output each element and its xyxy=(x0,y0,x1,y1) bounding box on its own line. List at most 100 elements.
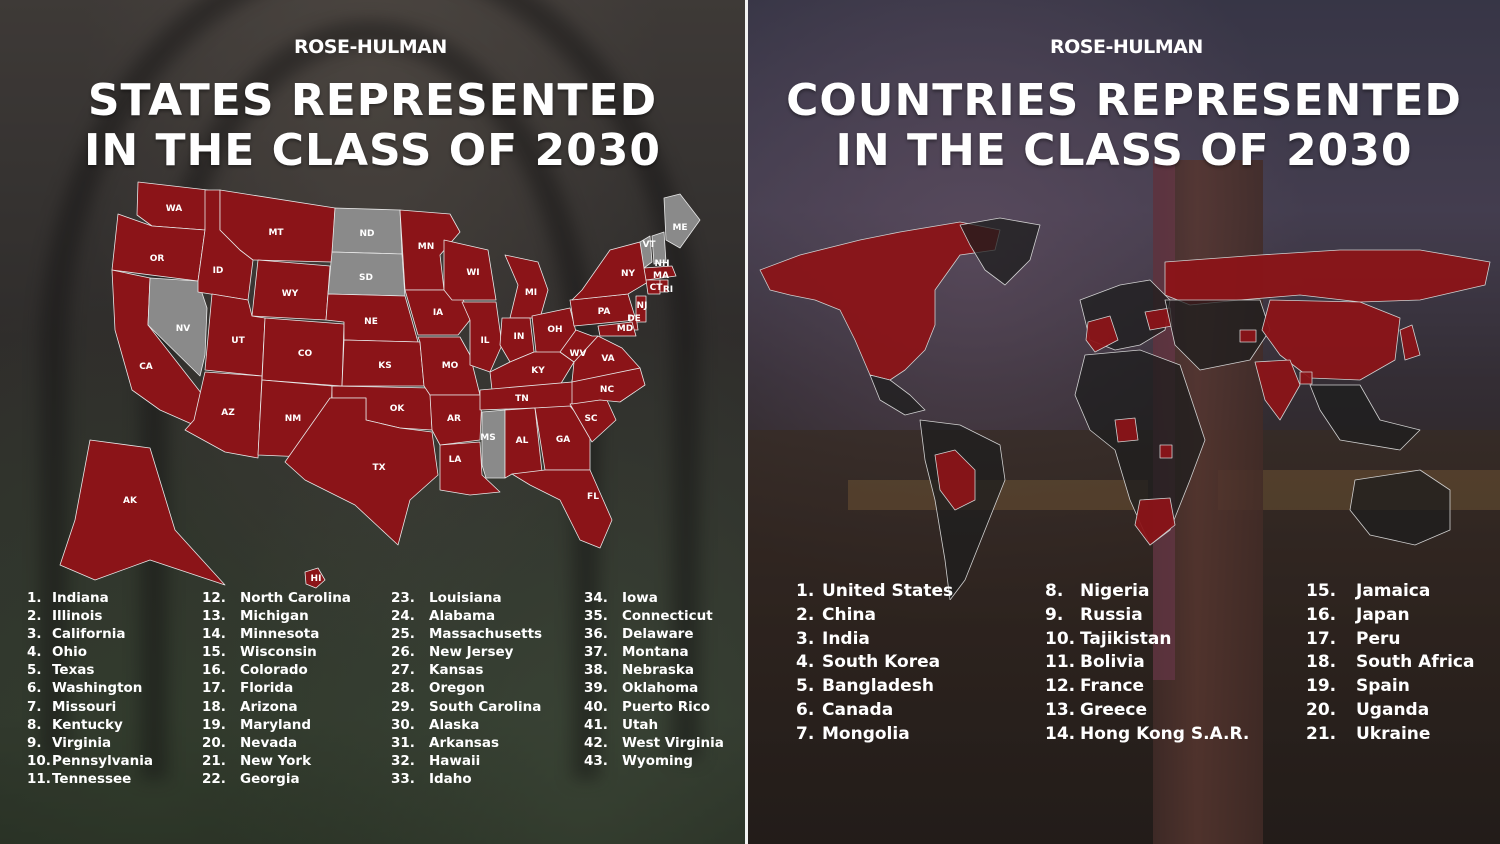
list-item-number: 17. xyxy=(202,680,226,697)
state-list-item: 10. Pennsylvania xyxy=(27,752,153,770)
list-item-number: 37. xyxy=(584,644,608,661)
state-list-item: 12. North Carolina xyxy=(202,589,351,607)
state-shape-la xyxy=(439,441,501,496)
state-list-item: 25. Massachusetts xyxy=(391,625,542,643)
state-list-item: 5. Texas xyxy=(27,661,153,679)
state-list-item: 18. Arizona xyxy=(202,698,351,716)
us-states-map: WA OR CA NV ID MT WY UT AZ CO NM ND SD NE KS OK TX MN IA MO… xyxy=(59,181,701,589)
state-label-hi: HI xyxy=(311,574,322,584)
country-list-item: 13. Greece xyxy=(1045,699,1249,723)
state-list-item: 37. Montana xyxy=(584,643,724,661)
state-label-ms: MS xyxy=(480,433,495,443)
title-line: COUNTRIES REPRESENTED xyxy=(786,75,1462,126)
list-item-number: 26. xyxy=(391,644,415,661)
list-item-label: Alaska xyxy=(429,716,480,733)
state-shape-ct xyxy=(645,279,661,295)
state-label-mi: MI xyxy=(525,288,537,298)
list-item-label: Delaware xyxy=(622,626,694,643)
list-item-number: 1. xyxy=(27,590,42,606)
country-list-item: 3. India xyxy=(796,628,953,652)
country-shape-se-asia xyxy=(1309,384,1421,451)
countries-panel: ROSE-HULMAN COUNTRIES REPRESENTED IN THE… xyxy=(748,0,1500,844)
state-label-ar: AR xyxy=(447,414,461,424)
state-label-co: CO xyxy=(298,349,313,359)
list-item-number: 20. xyxy=(202,734,226,751)
state-shape-ma xyxy=(643,265,677,281)
list-item-label: Washington xyxy=(52,680,143,697)
list-item-label: Minnesota xyxy=(240,626,320,643)
state-label-ky: KY xyxy=(531,366,545,376)
list-item-label: Nevada xyxy=(240,734,298,751)
state-list-item: 39. Oklahoma xyxy=(584,679,724,697)
list-item-number: 7. xyxy=(27,698,42,715)
list-item-label: Kansas xyxy=(429,662,484,679)
country-shape-nigeria xyxy=(1114,417,1139,443)
title-line: STATES REPRESENTED xyxy=(87,75,658,126)
list-item-number: 38. xyxy=(584,662,608,679)
state-label-nv: NV xyxy=(176,324,191,334)
state-label-az: AZ xyxy=(221,408,235,418)
list-item-label: Pennsylvania xyxy=(52,752,153,769)
list-item-label: Wyoming xyxy=(622,752,693,769)
country-list-item: 21. Ukraine xyxy=(1306,723,1475,747)
list-item-number: 36. xyxy=(584,626,608,643)
list-item-label: Montana xyxy=(622,644,689,661)
rose-hulman-logo: ROSE-HULMAN xyxy=(294,36,447,58)
state-shape-mi xyxy=(504,254,549,319)
state-list-item: 2. Illinois xyxy=(27,607,153,625)
list-item-label: Indiana xyxy=(52,590,109,606)
country-list-item: 5. Bangladesh xyxy=(796,675,953,699)
country-shape-uganda xyxy=(1159,444,1173,459)
state-label-or: OR xyxy=(150,254,165,264)
country-shape-russia xyxy=(1164,249,1491,306)
list-item-number: 19. xyxy=(1306,676,1337,697)
list-item-label: Hawaii xyxy=(429,752,481,769)
states-column: 1. Indiana 2. Illinois 3. California 4. Ohio 5. T… xyxy=(27,589,153,788)
country-shape-central-america xyxy=(869,374,926,416)
list-item-label: Wisconsin xyxy=(240,644,317,661)
state-label-de: DE xyxy=(627,314,641,324)
state-shape-nh xyxy=(651,231,667,265)
country-list-item: 19. Spain xyxy=(1306,675,1475,699)
list-item-label: Uganda xyxy=(1356,699,1430,720)
list-item-label: Canada xyxy=(822,699,894,720)
list-item-label: Nebraska xyxy=(622,662,695,679)
state-label-al: AL xyxy=(516,436,529,446)
state-label-me: ME xyxy=(672,223,687,233)
list-item-label: Utah xyxy=(622,716,659,733)
list-item-number: 3. xyxy=(796,628,815,649)
list-item-label: New Jersey xyxy=(429,644,514,661)
state-list-item: 29. South Carolina xyxy=(391,698,542,716)
state-label-tn: TN xyxy=(515,394,529,404)
list-item-number: 10. xyxy=(1045,628,1076,649)
list-item-number: 11. xyxy=(27,770,51,787)
state-label-mn: MN xyxy=(418,242,435,252)
list-item-label: Mongolia xyxy=(822,723,910,744)
state-label-sc: SC xyxy=(584,414,597,424)
list-item-label: Colorado xyxy=(240,662,308,679)
list-item-label: South Korea xyxy=(822,652,941,673)
list-item-label: Massachusetts xyxy=(429,626,543,643)
state-label-la: LA xyxy=(449,455,462,465)
list-item-number: 13. xyxy=(202,608,226,625)
state-list-item: 13. Michigan xyxy=(202,607,351,625)
list-item-label: New York xyxy=(240,752,312,769)
state-label-vt: VT xyxy=(642,240,656,250)
state-list-item: 16. Colorado xyxy=(202,661,351,679)
list-item-label: Peru xyxy=(1356,628,1401,649)
state-label-nm: NM xyxy=(285,414,302,424)
country-list-item: 17. Peru xyxy=(1306,628,1475,652)
country-list-item: 10. Tajikistan xyxy=(1045,628,1249,652)
list-item-number: 5. xyxy=(27,662,42,679)
country-shape-korea-japan xyxy=(1399,324,1421,361)
country-list-item: 2. China xyxy=(796,604,953,628)
state-label-ks: KS xyxy=(378,361,391,371)
rose-hulman-logo: ROSE-HULMAN xyxy=(1050,36,1203,58)
list-item-number: 29. xyxy=(391,698,415,715)
list-item-number: 15. xyxy=(1306,581,1337,601)
list-item-number: 22. xyxy=(202,770,226,787)
state-shape-ri xyxy=(659,279,669,293)
list-item-label: Nigeria xyxy=(1080,581,1150,601)
state-label-nc: NC xyxy=(600,385,615,395)
list-item-number: 5. xyxy=(796,676,815,697)
